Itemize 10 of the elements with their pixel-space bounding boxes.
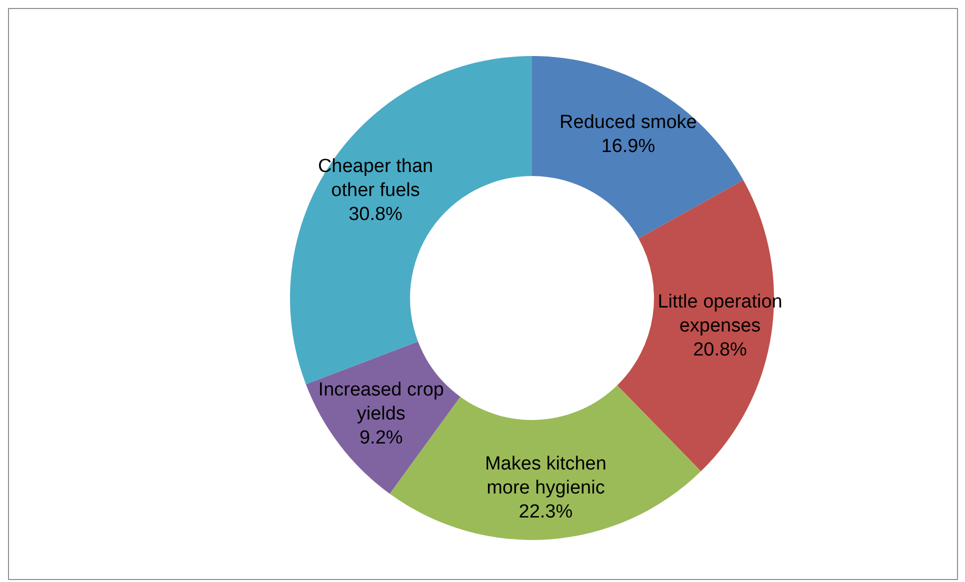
slice-label: Makes kitchen more hygienic bbox=[484, 453, 606, 498]
data-label: 20.8% bbox=[693, 338, 748, 360]
slice-label: Reduced smoke bbox=[560, 112, 697, 133]
data-label: 30.8% bbox=[348, 204, 403, 225]
slice-label: Increased crop yields bbox=[318, 379, 444, 424]
donut-slice bbox=[532, 56, 744, 239]
data-label: 22.3% bbox=[518, 501, 573, 522]
data-label: 16.9% bbox=[601, 136, 656, 157]
donut-slice bbox=[306, 341, 460, 494]
data-label: 9.2% bbox=[359, 427, 403, 448]
